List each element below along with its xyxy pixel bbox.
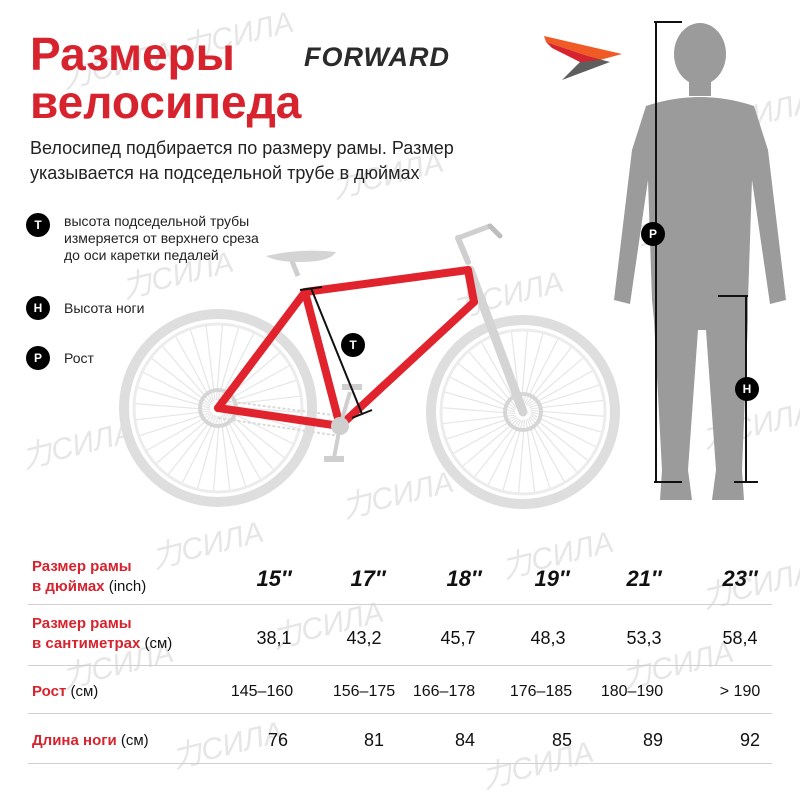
brand-name: FORWARD	[304, 42, 450, 72]
row-divider	[28, 713, 772, 714]
legend-text-t: высота подседельной трубы измеряется от …	[64, 213, 259, 263]
p-badge: P	[26, 346, 50, 370]
row-label-leg: Длина ноги (см)	[32, 731, 149, 751]
brand-chevron-icon	[544, 36, 622, 80]
table-cell: 43,2	[346, 628, 382, 648]
row-label-cm-line2: в сантиметрах	[32, 635, 141, 652]
row-label-height-unit: (см)	[70, 683, 99, 700]
table-cell: 85	[551, 730, 573, 750]
legend-item-p: P Рост	[26, 346, 264, 370]
legend-item-h: H Высота ноги	[26, 296, 264, 320]
table-cell: 53,3	[626, 628, 662, 648]
legend-text-h: Высота ноги	[64, 300, 145, 316]
table-cell: 45,7	[440, 628, 476, 648]
h-marker: H	[735, 377, 759, 401]
bike-frame	[214, 266, 478, 430]
legend-text-p: Рост	[64, 350, 94, 366]
row-label-inch-line2: в дюймах	[32, 578, 105, 595]
title-line-2: велосипеда	[30, 76, 302, 128]
front-wheel	[441, 330, 605, 494]
t-badge: T	[26, 213, 50, 237]
row-label-cm-unit: (см)	[144, 635, 173, 652]
table-cell: 156–175	[332, 683, 396, 700]
table-cell: 15″	[256, 566, 292, 591]
table-cell: 166–178	[412, 683, 476, 700]
table-cell: 176–185	[509, 683, 573, 700]
table-cell: 84	[454, 730, 476, 750]
intro-text: Велосипед подбирается по размеру рамы. Р…	[30, 138, 454, 183]
row-label-inch: Размер рамы в дюймах (inch)	[32, 557, 146, 597]
table-cell: 81	[363, 730, 385, 750]
row-divider	[28, 763, 772, 764]
table-cell: > 190	[719, 683, 761, 700]
row-label-height: Рост (см)	[32, 682, 98, 702]
seat-tube-measure-line	[299, 286, 373, 419]
row-label-leg-text: Длина ноги	[32, 732, 117, 749]
t-marker: T	[341, 333, 365, 357]
row-label-leg-unit: (см)	[120, 732, 149, 749]
row-label-cm: Размер рамы в сантиметрах (см)	[32, 614, 172, 654]
h-badge: H	[26, 296, 50, 320]
table-cell: 180–190	[600, 683, 664, 700]
table-cell: 38,1	[256, 628, 292, 648]
legend-item-t: T высота подседельной трубы измеряется о…	[26, 213, 264, 264]
table-cell: 21″	[626, 566, 662, 591]
table-cell: 23″	[722, 566, 758, 591]
row-label-cm-line1: Размер рамы	[32, 615, 132, 632]
table-cell: 58,4	[722, 628, 758, 648]
height-measure-line	[654, 21, 682, 483]
table-cell: 18″	[446, 566, 482, 591]
row-label-inch-unit: (inch)	[108, 578, 147, 595]
brand-logo: FORWARD	[300, 32, 622, 80]
row-label-height-text: Рост	[32, 683, 67, 700]
page-title: Размеры велосипеда	[30, 30, 301, 126]
table-cell: 19″	[534, 566, 570, 591]
table-cell: 76	[267, 730, 289, 750]
table-cell: 48,3	[530, 628, 566, 648]
table-cell: 145–160	[230, 683, 294, 700]
table-cell: 92	[739, 730, 761, 750]
row-label-inch-line1: Размер рамы	[32, 558, 132, 575]
row-divider	[28, 604, 772, 605]
p-marker: P	[641, 222, 665, 246]
table-cell: 89	[642, 730, 664, 750]
title-line-1: Размеры	[30, 28, 235, 80]
table-cell: 17″	[350, 566, 386, 591]
row-divider	[28, 665, 772, 666]
